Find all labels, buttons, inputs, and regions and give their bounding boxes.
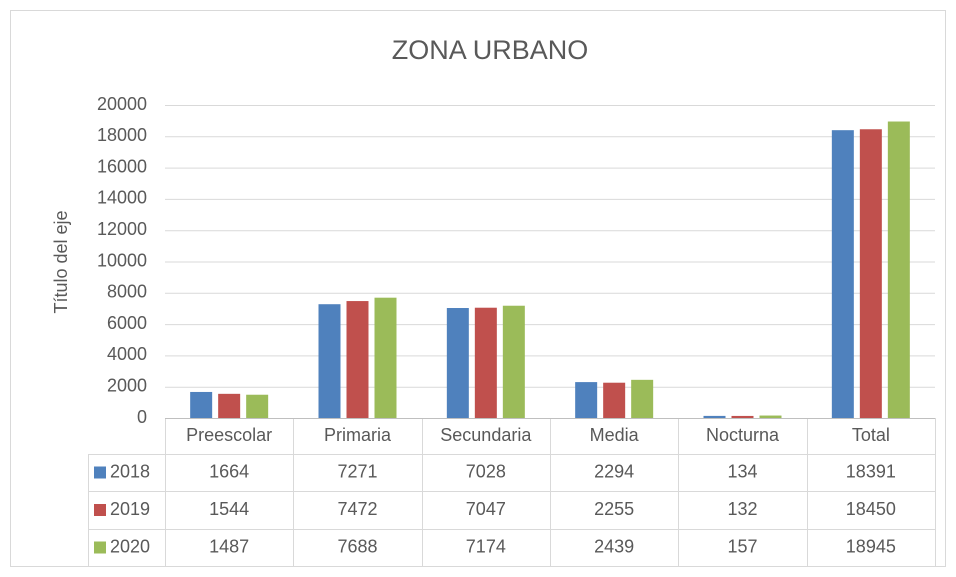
table-value: 18450: [846, 499, 896, 519]
bar: [374, 297, 397, 418]
bar: [631, 379, 654, 418]
table-value: 2255: [594, 499, 634, 519]
chart-title: ZONA URBANO: [392, 35, 589, 65]
bar: [887, 121, 910, 419]
bar: [603, 382, 626, 418]
bar: [246, 394, 269, 418]
table-value: 18945: [846, 536, 896, 556]
table-value: 132: [727, 499, 757, 519]
bar: [759, 415, 782, 418]
chart-frame: [10, 10, 946, 567]
bar: [575, 382, 598, 418]
legend-label: 2020: [110, 536, 150, 556]
bar: [703, 415, 726, 418]
table-value: 157: [727, 536, 757, 556]
bar: [218, 393, 241, 418]
bar: [831, 130, 854, 418]
x-tick-label: Preescolar: [186, 425, 272, 445]
x-tick-label: Media: [590, 425, 640, 445]
y-tick-label: 16000: [97, 156, 147, 176]
y-tick-label: 10000: [97, 250, 147, 270]
table-value: 134: [727, 461, 757, 481]
x-tick-label: Nocturna: [706, 425, 780, 445]
legend-key: [94, 504, 106, 516]
table-value: 1544: [209, 499, 249, 519]
x-tick-label: Total: [852, 425, 890, 445]
bar: [318, 304, 341, 418]
bar: [474, 307, 497, 418]
y-tick-label: 8000: [107, 282, 147, 302]
y-tick-label: 18000: [97, 125, 147, 145]
x-tick-label: Secundaria: [440, 425, 532, 445]
bar: [346, 301, 369, 418]
y-tick-label: 2000: [107, 375, 147, 395]
bar: [446, 308, 469, 418]
table-value: 2294: [594, 461, 634, 481]
legend-key: [94, 466, 106, 479]
bar: [502, 305, 525, 418]
bar: [859, 129, 882, 418]
bar: [731, 415, 754, 418]
table-value: 18391: [846, 461, 896, 481]
y-tick-label: 12000: [97, 219, 147, 239]
y-tick-label: 14000: [97, 188, 147, 208]
bar: [190, 391, 213, 418]
y-tick-label: 20000: [97, 94, 147, 114]
table-value: 1487: [209, 536, 249, 556]
table-value: 7688: [337, 536, 377, 556]
table-value: 1664: [209, 461, 249, 481]
table-value: 7472: [337, 499, 377, 519]
table-value: 7047: [466, 499, 506, 519]
table-value: 7271: [337, 461, 377, 481]
y-tick-label: 6000: [107, 313, 147, 333]
y-axis-title: Título del eje: [51, 210, 71, 313]
x-tick-label: Primaria: [324, 425, 392, 445]
y-tick-label: 4000: [107, 344, 147, 364]
table-value: 2439: [594, 536, 634, 556]
table-value: 7028: [466, 461, 506, 481]
legend-label: 2018: [110, 461, 150, 481]
table-value: 7174: [466, 536, 506, 556]
y-tick-label: 0: [137, 407, 147, 427]
legend-key: [94, 541, 106, 554]
legend-label: 2019: [110, 499, 150, 519]
